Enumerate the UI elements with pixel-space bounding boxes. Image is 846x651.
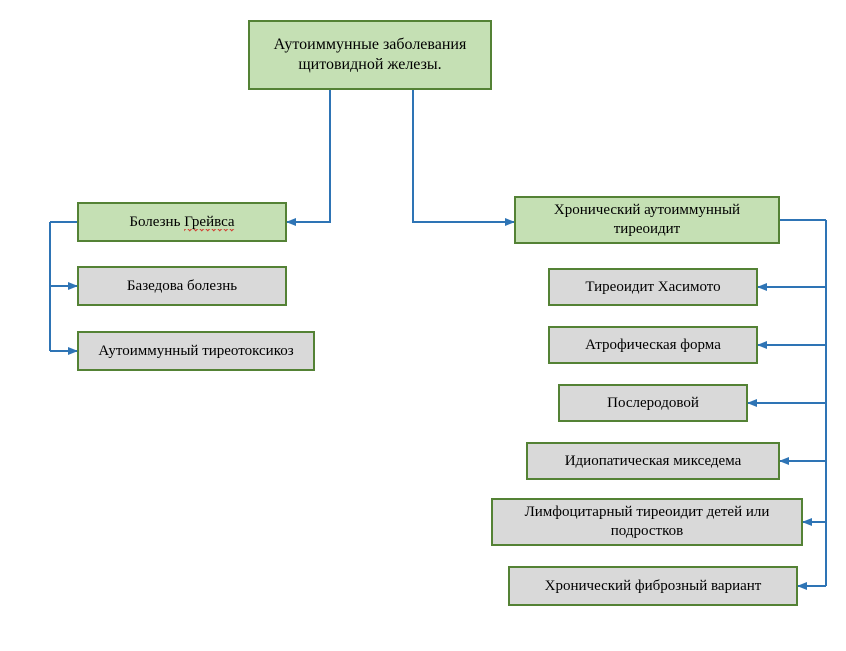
edge-root-to-left [287,90,330,222]
node-left1-label: Болезнь Грейвса [129,213,234,232]
node-right7-label: Хронический фиброзный вариант [545,577,762,596]
node-right1: Хронический аутоиммунный тиреоидит [514,196,780,244]
node-right4-label: Послеродовой [607,394,699,413]
node-right6-label: Лимфоцитарный тиреоидит детей или подрос… [501,503,793,541]
node-right1-label: Хронический аутоиммунный тиреоидит [524,201,770,239]
node-left3-label: Аутоиммунный тиреотоксикоз [98,342,293,361]
node-left2-label: Базедова болезнь [127,277,237,296]
node-right3: Атрофическая форма [548,326,758,364]
node-right2: Тиреоидит Хасимото [548,268,758,306]
edge-root-to-right [413,90,514,222]
node-right2-label: Тиреоидит Хасимото [585,278,720,297]
node-right5: Идиопатическая микседема [526,442,780,480]
node-right5-label: Идиопатическая микседема [565,452,742,471]
node-right4: Послеродовой [558,384,748,422]
node-root: Аутоиммунные заболевания щитовидной желе… [248,20,492,90]
node-root-label: Аутоиммунные заболевания щитовидной желе… [258,35,482,75]
spellcheck-squiggle: Грейвса [184,214,234,232]
node-left1: Болезнь Грейвса [77,202,287,242]
node-right6: Лимфоцитарный тиреоидит детей или подрос… [491,498,803,546]
node-right7: Хронический фиброзный вариант [508,566,798,606]
node-right3-label: Атрофическая форма [585,336,721,355]
node-left3: Аутоиммунный тиреотоксикоз [77,331,315,371]
node-left2: Базедова болезнь [77,266,287,306]
